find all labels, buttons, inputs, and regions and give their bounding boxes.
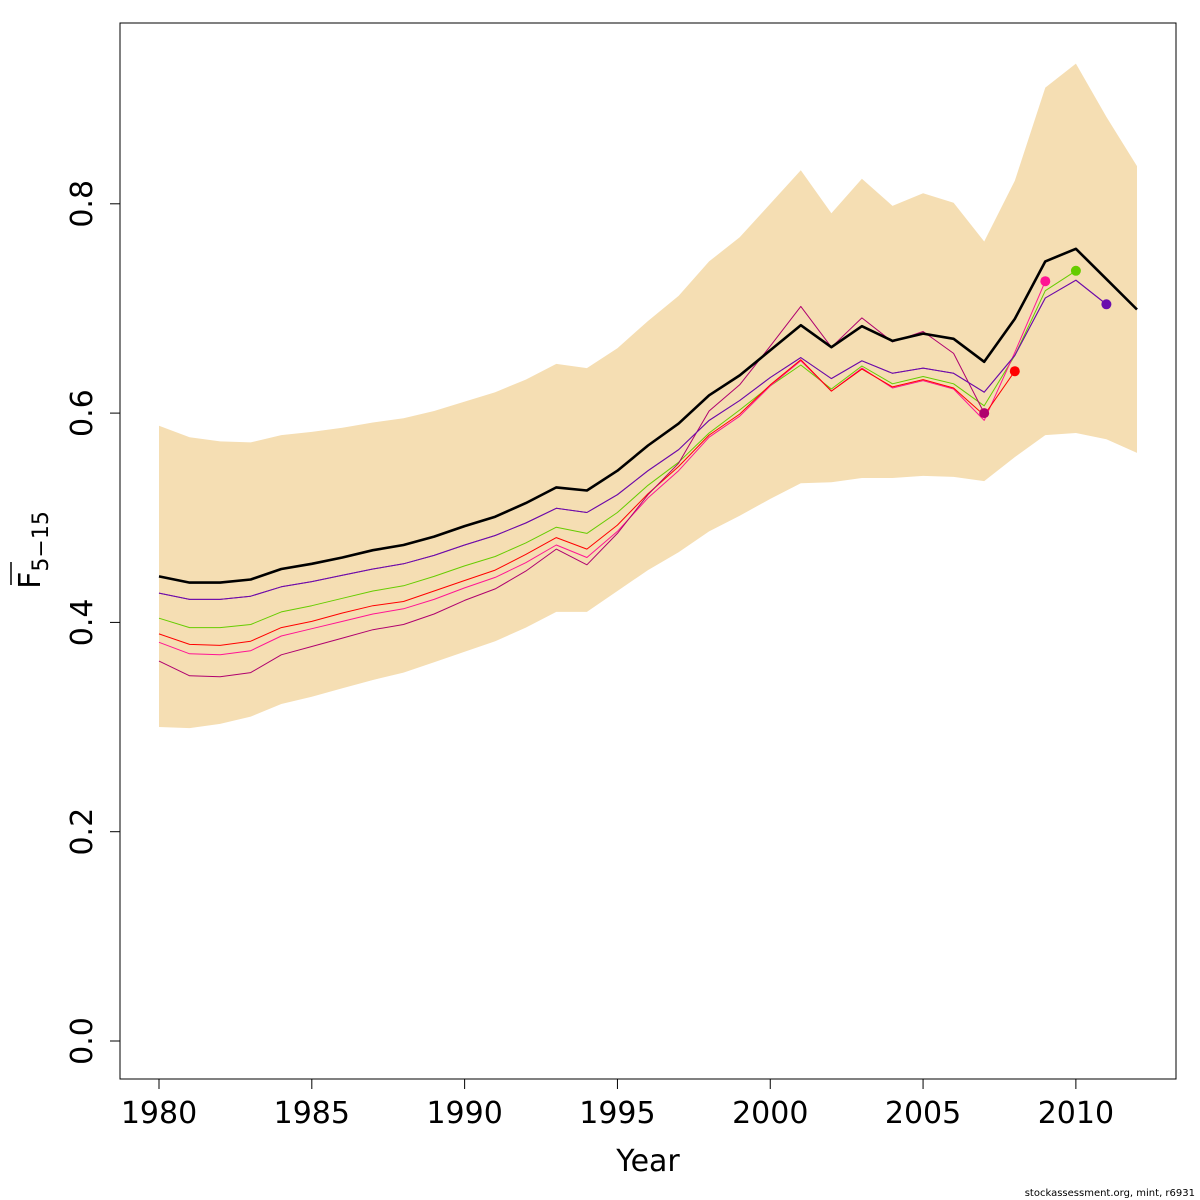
series-layer (158, 247, 1138, 678)
series-line-6 (158, 279, 1107, 600)
series-end-point-5 (979, 408, 990, 419)
y-tick-label-group: 0.6 (65, 389, 100, 437)
y-axis-title-sub: 5−15 (29, 511, 54, 571)
x-tick-label: 1995 (579, 1096, 655, 1131)
y-tick-label: 0.2 (65, 808, 100, 856)
x-tick-label: 1990 (426, 1096, 502, 1131)
y-tick-label: 0.8 (65, 180, 100, 228)
confidence-band (159, 63, 1137, 729)
x-tick-label: 2000 (732, 1096, 808, 1131)
series-line-5 (158, 305, 985, 678)
y-tick-label-group: 0.0 (65, 1017, 100, 1065)
x-tick-label: 2005 (885, 1096, 961, 1131)
series-end-point-6 (1101, 299, 1112, 310)
confidence-band-layer (159, 63, 1137, 729)
y-axis-title-main: F (13, 572, 48, 589)
y-tick-label-group: 0.2 (65, 808, 100, 856)
x-axis-title: Year (615, 1144, 680, 1179)
y-tick-label-group: 0.4 (65, 599, 100, 647)
series-end-point-4 (1009, 366, 1020, 377)
series-end-point-2 (1070, 265, 1081, 276)
series-line-0 (158, 247, 1138, 584)
marker-layer (979, 265, 1112, 419)
footer-text: stockassessment.org, mint, r6931 (1025, 1188, 1195, 1199)
y-axis: 0.0 0.2 0.4 0.6 0.8 (65, 180, 121, 1065)
x-tick-label: 1980 (121, 1096, 197, 1131)
y-axis-title: F5−15 (10, 511, 54, 589)
series-line-2 (158, 270, 1077, 629)
x-tick-label: 1985 (274, 1096, 350, 1131)
y-tick-label-group: 0.8 (65, 180, 100, 228)
series-line-4 (158, 359, 1016, 646)
y-tick-label: 0.6 (65, 389, 100, 437)
y-tick-label: 0.0 (65, 1017, 100, 1065)
series-line-3 (158, 281, 1046, 656)
series-end-point-3 (1040, 276, 1051, 287)
x-axis: 1980 1985 1990 1995 2000 2005 2010 (121, 1078, 1114, 1131)
svg-text:F5−15: F5−15 (13, 511, 54, 589)
x-tick-label: 2010 (1038, 1096, 1114, 1131)
y-tick-label: 0.4 (65, 599, 100, 647)
